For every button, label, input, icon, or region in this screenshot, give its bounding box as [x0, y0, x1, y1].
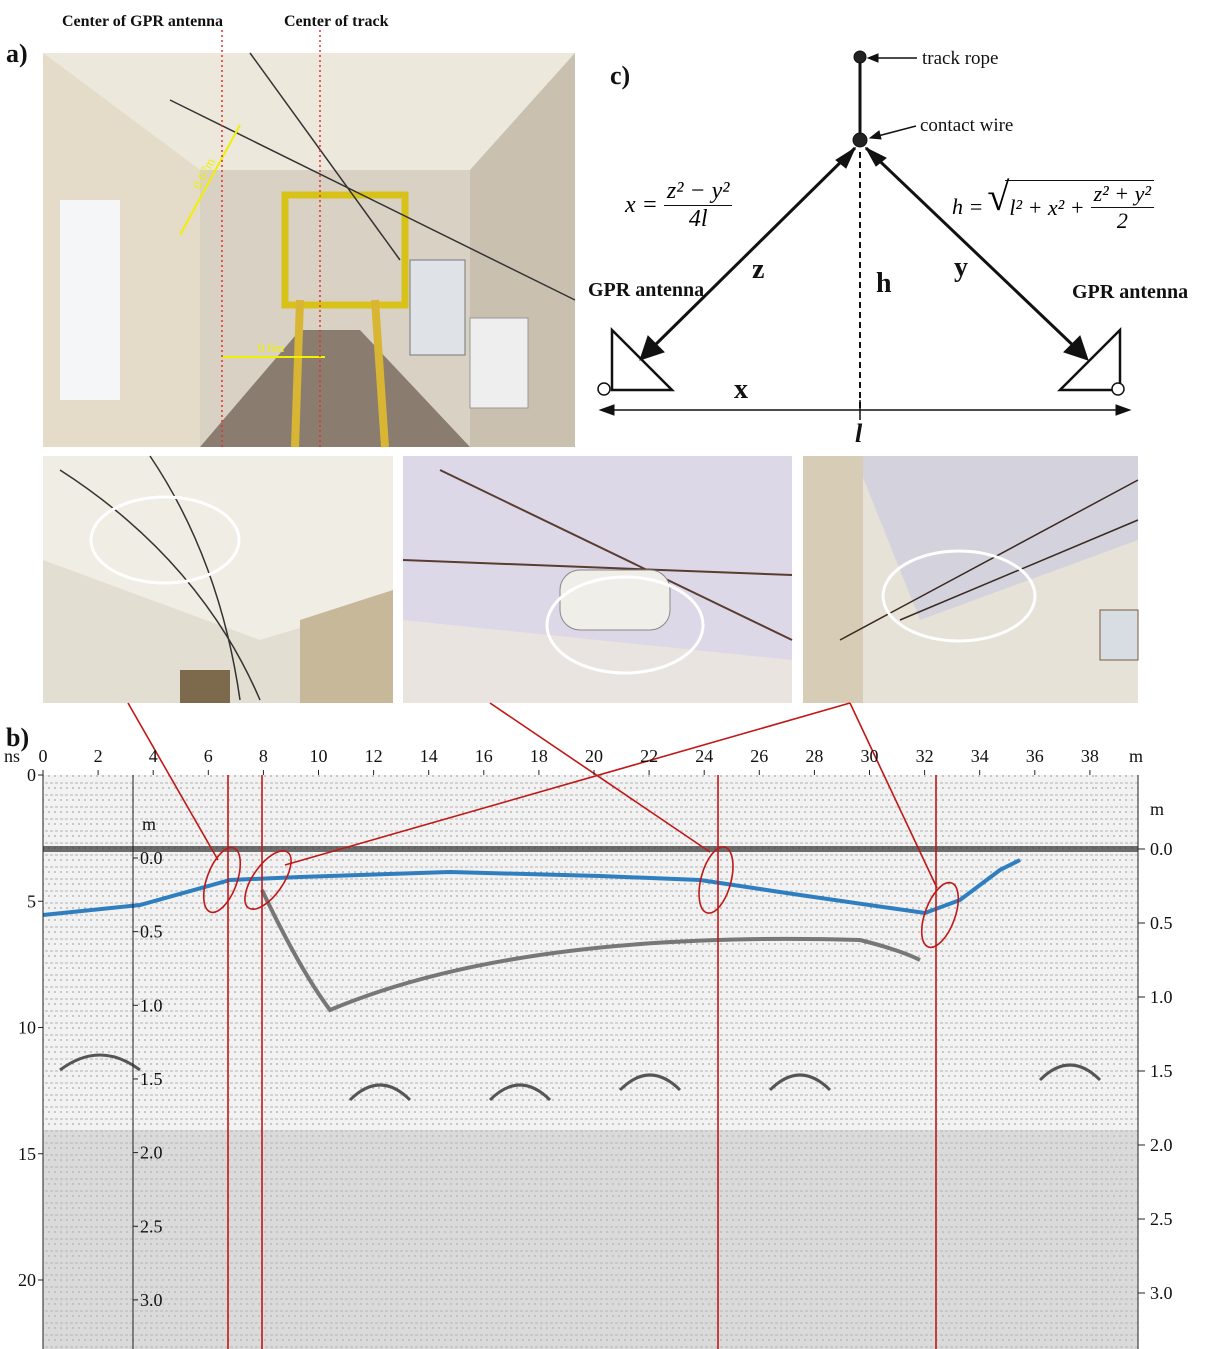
- x-tick-label: 36: [1026, 746, 1044, 766]
- diagram-symbol: y: [954, 252, 968, 283]
- diagram-symbol: l: [855, 419, 863, 448]
- x-tick-label: 16: [475, 746, 493, 766]
- radical: l² + x² + z² + y² 2: [1005, 180, 1154, 234]
- x-tick-label: 32: [916, 746, 934, 766]
- photo-3: [803, 456, 1138, 703]
- header-label: Center of track: [284, 13, 389, 30]
- depth-tick-label: 2.5: [1150, 1209, 1173, 1229]
- x-tick-label: 14: [420, 746, 438, 766]
- diagram-label: contact wire: [920, 115, 1013, 136]
- formula-part: x =: [625, 192, 658, 219]
- depth-tick-label: 0.0: [1150, 839, 1173, 859]
- depth-tick-label: 0.5: [1150, 913, 1173, 933]
- diagram-symbol: h: [876, 268, 892, 299]
- depth-tick-label: 2.0: [140, 1143, 163, 1163]
- formula-part: 2: [1117, 208, 1128, 234]
- figure: Center of GPR antenna Center of track a)…: [0, 0, 1206, 1349]
- diagram-symbol: x: [734, 374, 748, 405]
- y-tick-label: 10: [18, 1018, 36, 1038]
- y-tick-label: 15: [18, 1144, 36, 1164]
- depth-tick-label: 1.5: [1150, 1061, 1173, 1081]
- y-axis-unit: ns: [4, 746, 20, 766]
- fraction: z² + y² 2: [1091, 181, 1154, 234]
- depth-tick-label: 2.0: [1150, 1135, 1173, 1155]
- formula-h: h = l² + x² + z² + y² 2: [952, 180, 1154, 234]
- photo-a: 0.67m 0.6m: [43, 53, 575, 447]
- depth-tick-label: 1.0: [1150, 987, 1173, 1007]
- depth-tick-label: 3.0: [140, 1290, 163, 1310]
- y-tick-label: 5: [27, 891, 36, 911]
- radargram: [43, 775, 1138, 1349]
- x-tick-label: 4: [149, 746, 158, 766]
- formula-part: l² + x² +: [1009, 195, 1084, 221]
- diagram-label: GPR antenna: [1072, 281, 1188, 303]
- page: GPR overhead line figure {"header": {"an…: [0, 0, 1206, 1349]
- x-tick-label: 6: [204, 746, 213, 766]
- x-tick-label: 12: [365, 746, 383, 766]
- diagram-c: [598, 51, 1130, 420]
- diagram-symbol: z: [752, 254, 764, 285]
- formula-part: 4l: [689, 206, 708, 233]
- diagram-label: GPR antenna: [588, 279, 704, 301]
- depth-axis-unit: m: [142, 814, 156, 834]
- formula-x: x = z² − y² 4l: [625, 178, 732, 233]
- x-tick-label: 20: [585, 746, 603, 766]
- x-axis-unit: m: [1129, 746, 1143, 766]
- x-tick-label: 26: [750, 746, 768, 766]
- diagram-label: track rope: [922, 48, 998, 69]
- formula-part: h =: [952, 194, 983, 220]
- x-tick-label: 28: [805, 746, 823, 766]
- y-tick-label: 20: [18, 1270, 36, 1290]
- panel-label: c): [610, 61, 630, 90]
- fraction: z² − y² 4l: [664, 178, 733, 233]
- depth-tick-label: 2.5: [140, 1216, 163, 1236]
- x-tick-label: 8: [259, 746, 268, 766]
- x-tick-label: 10: [310, 746, 328, 766]
- x-tick-label: 38: [1081, 746, 1099, 766]
- x-tick-label: 22: [640, 746, 658, 766]
- panel-label: a): [6, 39, 28, 68]
- x-tick-label: 30: [861, 746, 879, 766]
- depth-axis-unit: m: [1150, 799, 1164, 819]
- y-tick-label: 0: [27, 765, 36, 785]
- depth-tick-label: 3.0: [1150, 1283, 1173, 1303]
- x-tick-label: 2: [94, 746, 103, 766]
- depth-tick-label: 1.5: [140, 1069, 163, 1089]
- x-tick-label: 34: [971, 746, 989, 766]
- dimension-label: 0.6m: [258, 340, 284, 355]
- x-tick-label: 18: [530, 746, 548, 766]
- formula-part: z² + y²: [1091, 181, 1154, 208]
- formula-part: z² − y²: [664, 178, 733, 206]
- x-tick-label: 24: [695, 746, 713, 766]
- depth-tick-label: 1.0: [140, 995, 163, 1015]
- depth-tick-label: 0.0: [140, 848, 163, 868]
- photo-1: [43, 456, 393, 703]
- x-tick-label: 0: [39, 746, 48, 766]
- photo-2: [403, 456, 792, 703]
- depth-tick-label: 0.5: [140, 922, 163, 942]
- header-label: Center of GPR antenna: [62, 13, 223, 30]
